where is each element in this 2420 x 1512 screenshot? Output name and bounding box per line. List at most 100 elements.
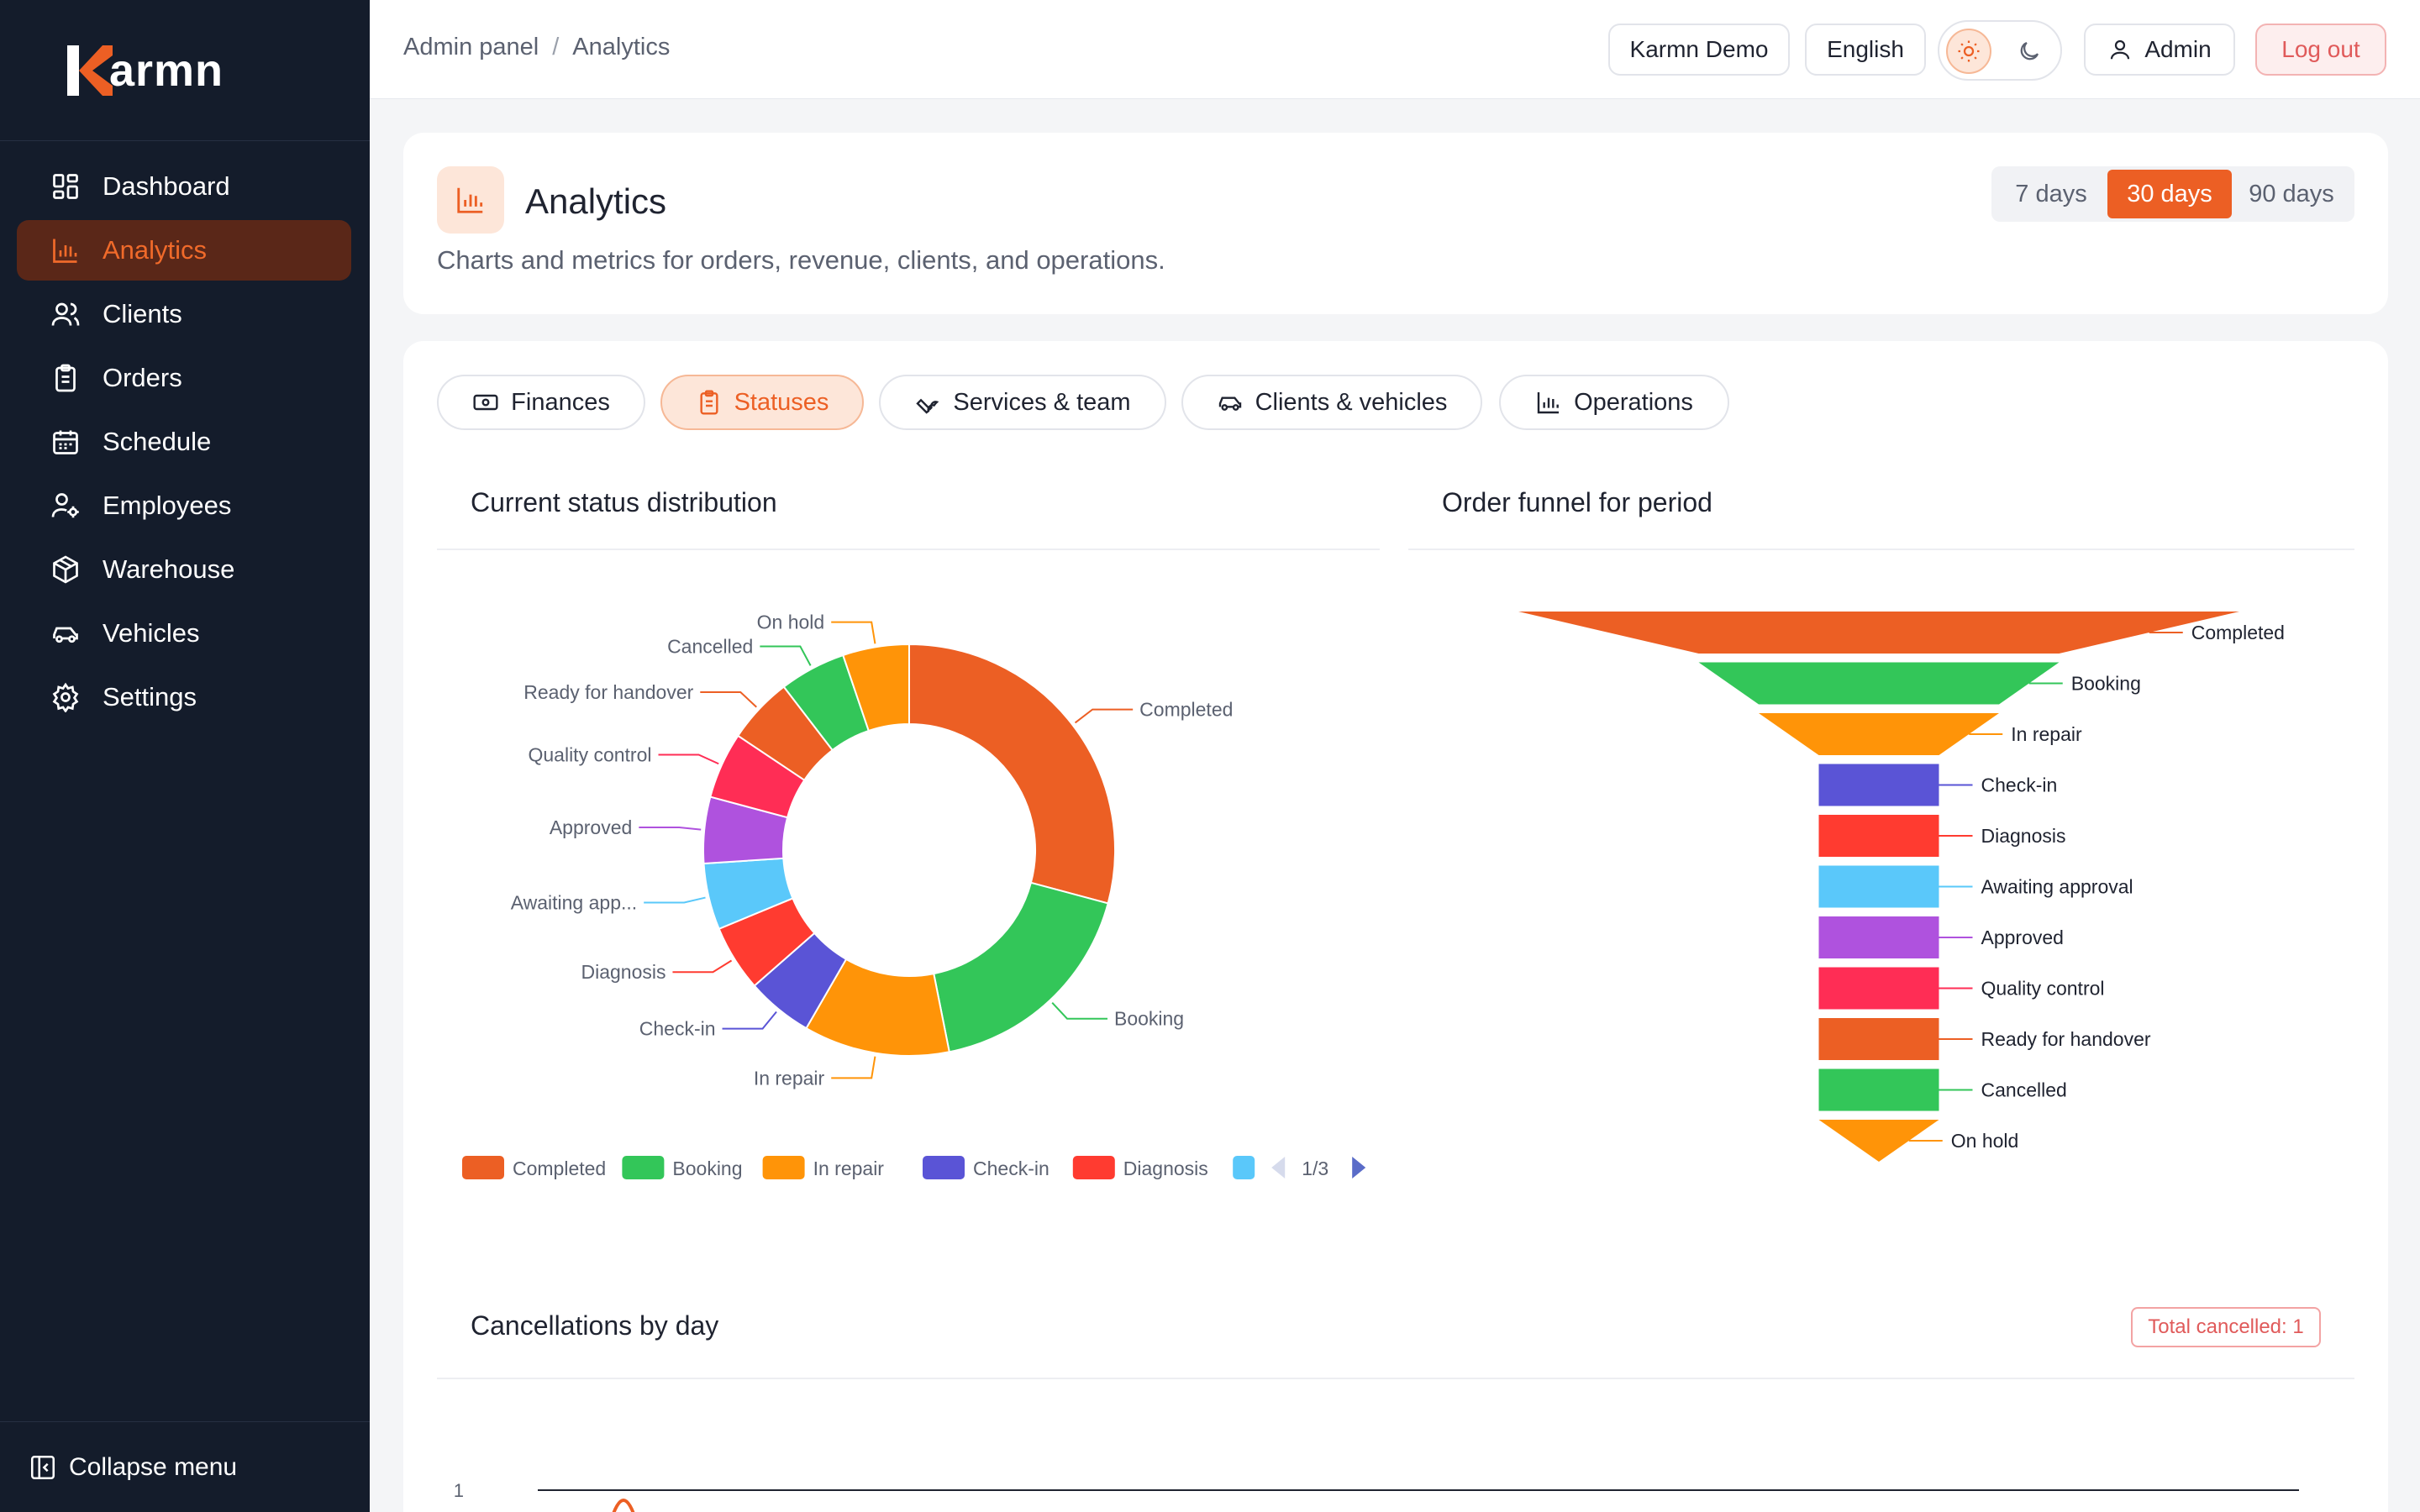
funnel-label-completed: Completed (2191, 622, 2285, 643)
sidebar: armn Dashboard Analytics Clients Orders … (0, 0, 370, 1512)
moon-icon (2020, 41, 2039, 60)
donut-label-on-hold: On hold (757, 612, 825, 633)
user-gear-icon (51, 493, 79, 518)
legend-page-indicator: 1/3 (1302, 1158, 1328, 1179)
donut-label-line (760, 645, 812, 666)
legend-item-diagnosis[interactable]: Diagnosis (1123, 1158, 1208, 1179)
collapse-sidebar-icon (30, 1455, 55, 1479)
breadcrumb-current: Analytics (572, 34, 671, 60)
logout-button[interactable]: Log out (2255, 24, 2386, 76)
tab-label: Services & team (953, 388, 1131, 416)
legend-item-booking[interactable]: Booking (672, 1158, 742, 1179)
funnel-segment-completed[interactable] (1518, 612, 2239, 654)
tab-finances[interactable]: Finances (437, 375, 645, 430)
donut-label-check-in: Check-in (639, 1018, 716, 1040)
donut-label-in-repair: In repair (754, 1067, 825, 1089)
funnel-label-awaiting-approval: Awaiting approval (1981, 876, 2133, 898)
sidebar-item-clients[interactable]: Clients (17, 284, 351, 344)
tab-operations[interactable]: Operations (1499, 375, 1729, 430)
page-header-card: Analytics Charts and metrics for orders,… (403, 133, 2388, 314)
gear-icon (52, 682, 79, 712)
sidebar-item-employees[interactable]: Employees (17, 475, 351, 536)
funnel-segment-ready-for-handover[interactable] (1818, 1018, 1939, 1060)
breadcrumb: Admin panel / Analytics (403, 34, 670, 61)
funnel-segment-check-in[interactable] (1818, 764, 1939, 806)
tab-label: Statuses (734, 388, 829, 416)
breadcrumb-root[interactable]: Admin panel (403, 34, 539, 60)
clipboard-icon (700, 390, 718, 415)
sidebar-item-label: Orders (103, 363, 182, 392)
clipboard-icon (55, 364, 76, 392)
sidebar-item-warehouse[interactable]: Warehouse (17, 539, 351, 600)
legend-swatch-in-repair (762, 1156, 805, 1179)
funnel-chart-title: Order funnel for period (1442, 487, 1712, 517)
funnel-segment-cancelled[interactable] (1818, 1068, 1939, 1111)
sidebar-item-schedule[interactable]: Schedule (17, 412, 351, 472)
donut-slice-booking[interactable] (933, 881, 1109, 1053)
tab-services-team[interactable]: Services & team (879, 375, 1166, 430)
donut-slice-on-hold[interactable] (841, 643, 910, 732)
range-90-days[interactable]: 90 days (2249, 180, 2334, 207)
logout-label: Log out (2281, 36, 2360, 62)
dark-theme-button[interactable] (2007, 29, 2052, 74)
user-label: Admin (2144, 36, 2212, 62)
funnel-segment-on-hold[interactable] (1818, 1120, 1939, 1162)
tab-label: Finances (511, 388, 610, 416)
donut-label-line (1051, 1002, 1107, 1020)
workspace-label: Karmn Demo (1629, 36, 1769, 62)
range-7-days[interactable]: 7 days (2015, 180, 2087, 207)
sidebar-item-label: Vehicles (103, 618, 200, 648)
donut-slice-completed[interactable] (908, 643, 1116, 905)
analytics-content-card: Finances Statuses Services & team Client… (403, 341, 2388, 1512)
users-icon (51, 302, 80, 326)
breadcrumb-separator: / (552, 34, 560, 60)
sidebar-item-dashboard[interactable]: Dashboard (17, 156, 351, 217)
legend-prev-icon[interactable] (1271, 1157, 1286, 1179)
donut-label-cancelled: Cancelled (667, 635, 753, 657)
sidebar-item-vehicles[interactable]: Vehicles (17, 603, 351, 664)
box-icon (53, 555, 78, 584)
donut-label-diagnosis: Diagnosis (581, 961, 666, 983)
legend-item-in-repair[interactable]: In repair (813, 1158, 885, 1179)
sidebar-item-orders[interactable]: Orders (17, 348, 351, 408)
user-menu-button[interactable]: Admin (2084, 24, 2235, 76)
legend-item-check-in[interactable]: Check-in (973, 1158, 1050, 1179)
logo[interactable]: armn (0, 0, 370, 141)
car-icon (53, 627, 78, 643)
collapse-menu-button[interactable]: Collapse menu (0, 1421, 370, 1512)
funnel-label-approved: Approved (1981, 927, 2064, 948)
legend-next-icon[interactable] (1352, 1157, 1366, 1179)
tab-label: Operations (1574, 388, 1693, 416)
light-theme-button[interactable] (1946, 29, 1991, 74)
funnel-segment-diagnosis[interactable] (1818, 815, 1939, 857)
donut-label-line (1074, 708, 1134, 724)
legend-swatch-partial (1233, 1156, 1255, 1179)
y-tick-label: 1 (454, 1480, 464, 1501)
tab-clients-vehicles[interactable]: Clients & vehicles (1181, 375, 1482, 430)
donut-label-line (722, 1011, 777, 1030)
funnel-segment-awaiting-approval[interactable] (1818, 865, 1939, 908)
range-30-days[interactable]: 30 days (2107, 170, 2232, 218)
funnel-segment-booking[interactable] (1698, 662, 2060, 705)
calendar-icon (53, 430, 78, 454)
sidebar-item-analytics[interactable]: Analytics (17, 220, 351, 281)
funnel-segment-approved[interactable] (1818, 916, 1939, 958)
sidebar-item-settings[interactable]: Settings (17, 667, 351, 727)
donut-label-line (658, 753, 719, 765)
language-button[interactable]: English (1805, 24, 1926, 76)
funnel-label-booking: Booking (2071, 673, 2141, 695)
funnel-label-in-repair: In repair (2011, 723, 2082, 745)
funnel-segment-quality-control[interactable] (1818, 967, 1939, 1010)
donut-label-booking: Booking (1114, 1008, 1184, 1030)
donut-label-awaiting-app: Awaiting app... (511, 891, 637, 913)
workspace-button[interactable]: Karmn Demo (1608, 24, 1790, 76)
logo-text: armn (109, 45, 224, 96)
status-donut-chart: Completed Booking In repair Check-in Diagnos… (462, 612, 1366, 1179)
bar-chart-icon (53, 239, 77, 263)
funnel-segment-in-repair[interactable] (1759, 713, 1999, 755)
total-cancelled-badge: Total cancelled: 1 (2131, 1307, 2321, 1347)
donut-label-line (831, 621, 876, 644)
legend-item-completed[interactable]: Completed (513, 1158, 606, 1179)
tab-statuses[interactable]: Statuses (660, 375, 864, 430)
legend-swatch-booking (622, 1156, 665, 1179)
